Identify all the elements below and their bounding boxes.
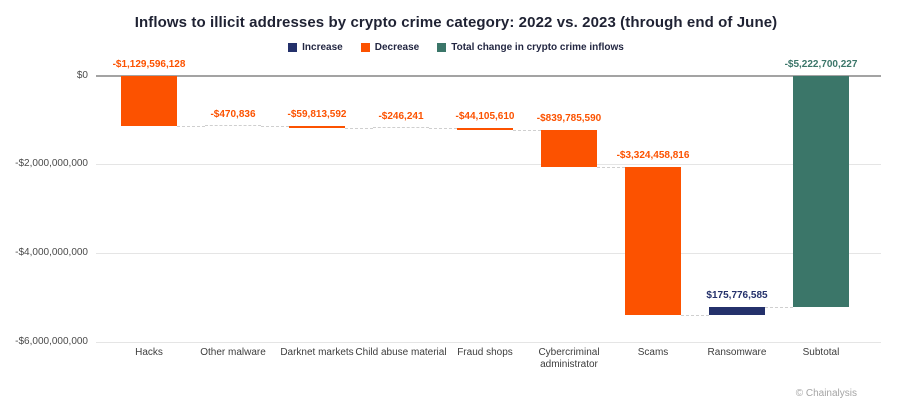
waterfall-connector [681,314,709,316]
legend-swatch-decrease-icon [360,43,370,52]
legend-label: Total change in crypto crime inflows [451,42,624,53]
x-axis-label-scams: Scams [637,347,669,358]
bar-hacks [121,75,177,126]
bar-value-label: -$470,836 [210,108,256,120]
bar-value-label: -$59,813,592 [287,108,347,120]
waterfall-connector [597,167,625,169]
bar-value-label: -$1,129,596,128 [112,58,186,70]
waterfall-connector [513,130,541,132]
bar-child-abuse-material [373,127,429,129]
legend-item-decrease: Decrease [360,42,420,53]
bar-cybercriminal-administrator [541,130,597,168]
waterfall-connector [261,125,289,127]
bar-subtotal [793,75,849,308]
gridline-4b [96,252,881,254]
x-axis-label-fraud-shops: Fraud shops [457,347,513,358]
legend-swatch-increase-icon [288,43,298,52]
bar-value-label: -$839,785,590 [536,113,602,125]
bar-darknet-markets [289,125,345,129]
y-tick-label: -$2,000,000,000 [15,158,88,170]
bar-fraud-shops [457,128,513,131]
gridline-zero [96,74,881,77]
bar-ransomware [709,307,765,315]
legend-label: Decrease [374,42,420,53]
x-axis-label-cybercriminal-administrator: Cybercriminal administrator [538,347,600,370]
bar-value-label: $175,776,585 [706,290,768,302]
bar-scams [625,167,681,315]
waterfall-connector [177,125,205,127]
gridline-6b [96,341,881,343]
x-axis-label-subtotal: Subtotal [802,347,840,358]
chart-title: Inflows to illicit addresses by crypto c… [134,14,778,31]
y-tick-label: -$4,000,000,000 [15,246,88,258]
bar-value-label: -$246,241 [378,111,424,123]
gridline-2b [96,164,881,166]
legend-label: Increase [302,42,343,53]
waterfall-connector [345,128,373,130]
attribution-text: © Chainalysis [795,388,857,399]
bar-other-malware [205,124,261,126]
x-axis-label-ransomware: Ransomware [707,347,767,358]
y-tick-label: -$6,000,000,000 [15,335,88,347]
bar-value-label: -$44,105,610 [455,111,515,123]
waterfall-connector [429,128,457,130]
x-axis-label-hacks: Hacks [135,347,163,358]
legend-swatch-total-icon [437,43,447,52]
x-axis-label-child-abuse-material: Child abuse material [355,347,447,358]
y-tick-label: $0 [76,69,88,81]
chart-legend: Increase Decrease Total change in crypto c… [0,42,912,53]
bar-value-label: -$3,324,458,816 [616,150,690,162]
legend-item-increase: Increase [288,42,343,53]
x-axis-label-other-malware: Other malware [200,347,266,358]
bar-value-label: -$5,222,700,227 [784,58,858,70]
waterfall-connector [765,307,793,309]
x-axis-label-darknet-markets: Darknet markets [280,347,354,358]
legend-item-total-change-in-crypto-crime-inflows: Total change in crypto crime inflows [437,42,624,53]
